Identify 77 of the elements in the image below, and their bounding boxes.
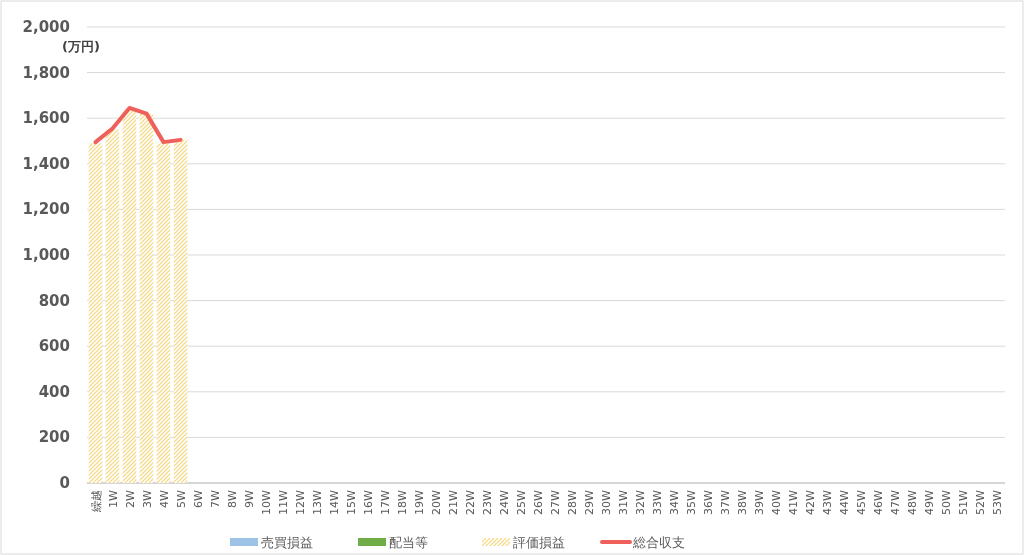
y-tick-label: 2,000 — [22, 18, 70, 36]
legend-label: 配当等 — [389, 535, 428, 550]
x-tick-label: 12W — [293, 489, 307, 515]
x-tick-label: 49W — [922, 489, 936, 515]
line-series — [93, 105, 183, 145]
x-tick-label: 38W — [735, 489, 749, 515]
x-tick-label: 10W — [259, 489, 273, 515]
y-tick-label: 1,600 — [22, 109, 70, 128]
x-tick-label: 36W — [701, 489, 715, 515]
x-tick-label: 22W — [463, 489, 477, 515]
legend-label: 総合収支 — [632, 535, 685, 550]
x-tick-label: 52W — [973, 489, 987, 515]
y-tick-label: 1,200 — [22, 200, 70, 219]
x-tick-label: 7W — [208, 489, 222, 508]
x-tick-label: 31W — [616, 489, 630, 515]
x-tick-label: 43W — [820, 489, 834, 515]
y-tick-label: 1,800 — [22, 63, 70, 82]
y-tick-label: 0 — [59, 474, 70, 492]
x-tick-label: 21W — [446, 489, 460, 515]
x-tick-label: 24W — [497, 489, 511, 515]
x-tick-label: 5W — [174, 489, 188, 508]
x-tick-label: 15W — [344, 489, 358, 515]
x-tick-label: 13W — [310, 489, 324, 515]
x-tick-label: 44W — [837, 489, 851, 515]
x-tick-label: 23W — [480, 489, 494, 515]
x-tick-label: 28W — [565, 489, 579, 515]
x-tick-label: 45W — [854, 489, 868, 515]
x-tick-label: 39W — [752, 489, 766, 515]
x-tick-label: 18W — [395, 489, 409, 515]
y-tick-label: 200 — [38, 428, 70, 447]
y-tick-label: 1,000 — [22, 246, 70, 264]
x-tick-label: 37W — [718, 489, 732, 515]
x-tick-label: 17W — [378, 489, 392, 515]
x-tick-label: 27W — [548, 489, 562, 515]
x-tick-label: 35W — [684, 489, 698, 515]
x-tick-label: 30W — [599, 489, 613, 515]
x-tick-label: 16W — [361, 489, 375, 515]
bar — [139, 113, 154, 483]
bar — [88, 143, 103, 483]
x-tick-label: 8W — [225, 489, 239, 508]
x-tick-label: 33W — [650, 489, 664, 515]
x-tick-label: 繰越 — [89, 490, 103, 513]
y-tick-label: 1,400 — [22, 154, 70, 173]
x-tick-label: 20W — [429, 489, 443, 515]
x-tick-label: 40W — [769, 489, 783, 515]
x-tick-label: 50W — [939, 489, 953, 515]
y-tick-label: 800 — [38, 291, 70, 310]
y-axis-title: (万円) — [62, 39, 100, 54]
x-tick-label: 34W — [667, 489, 681, 515]
legend-label: 売買損益 — [261, 535, 313, 550]
x-tick-label: 46W — [871, 489, 885, 515]
x-tick-label: 48W — [905, 489, 919, 515]
x-tick-label: 4W — [157, 489, 171, 508]
legend-label: 評価損益 — [513, 535, 565, 550]
bar — [105, 129, 120, 483]
x-tick-label: 53W — [990, 489, 1004, 515]
x-tick-label: 29W — [582, 489, 596, 515]
bar — [173, 139, 188, 483]
x-tick-label: 32W — [633, 489, 647, 515]
x-tick-label: 42W — [803, 489, 817, 515]
x-tick-label: 26W — [531, 489, 545, 515]
x-tick-label: 25W — [514, 489, 528, 515]
x-tick-label: 3W — [140, 489, 154, 508]
x-tick-label: 1W — [106, 489, 120, 508]
x-tick-label: 9W — [242, 489, 256, 508]
x-tick-label: 41W — [786, 489, 800, 515]
x-tick-label: 2W — [123, 489, 137, 508]
y-tick-label: 400 — [38, 382, 70, 401]
x-tick-label: 47W — [888, 489, 902, 515]
y-tick-label: 600 — [38, 337, 70, 356]
bar — [122, 110, 137, 483]
x-tick-label: 6W — [191, 489, 205, 508]
bar — [156, 143, 171, 483]
x-tick-label: 14W — [327, 489, 341, 515]
x-tick-label: 19W — [412, 489, 426, 515]
x-tick-label: 11W — [276, 489, 290, 515]
x-tick-label: 51W — [956, 489, 970, 515]
